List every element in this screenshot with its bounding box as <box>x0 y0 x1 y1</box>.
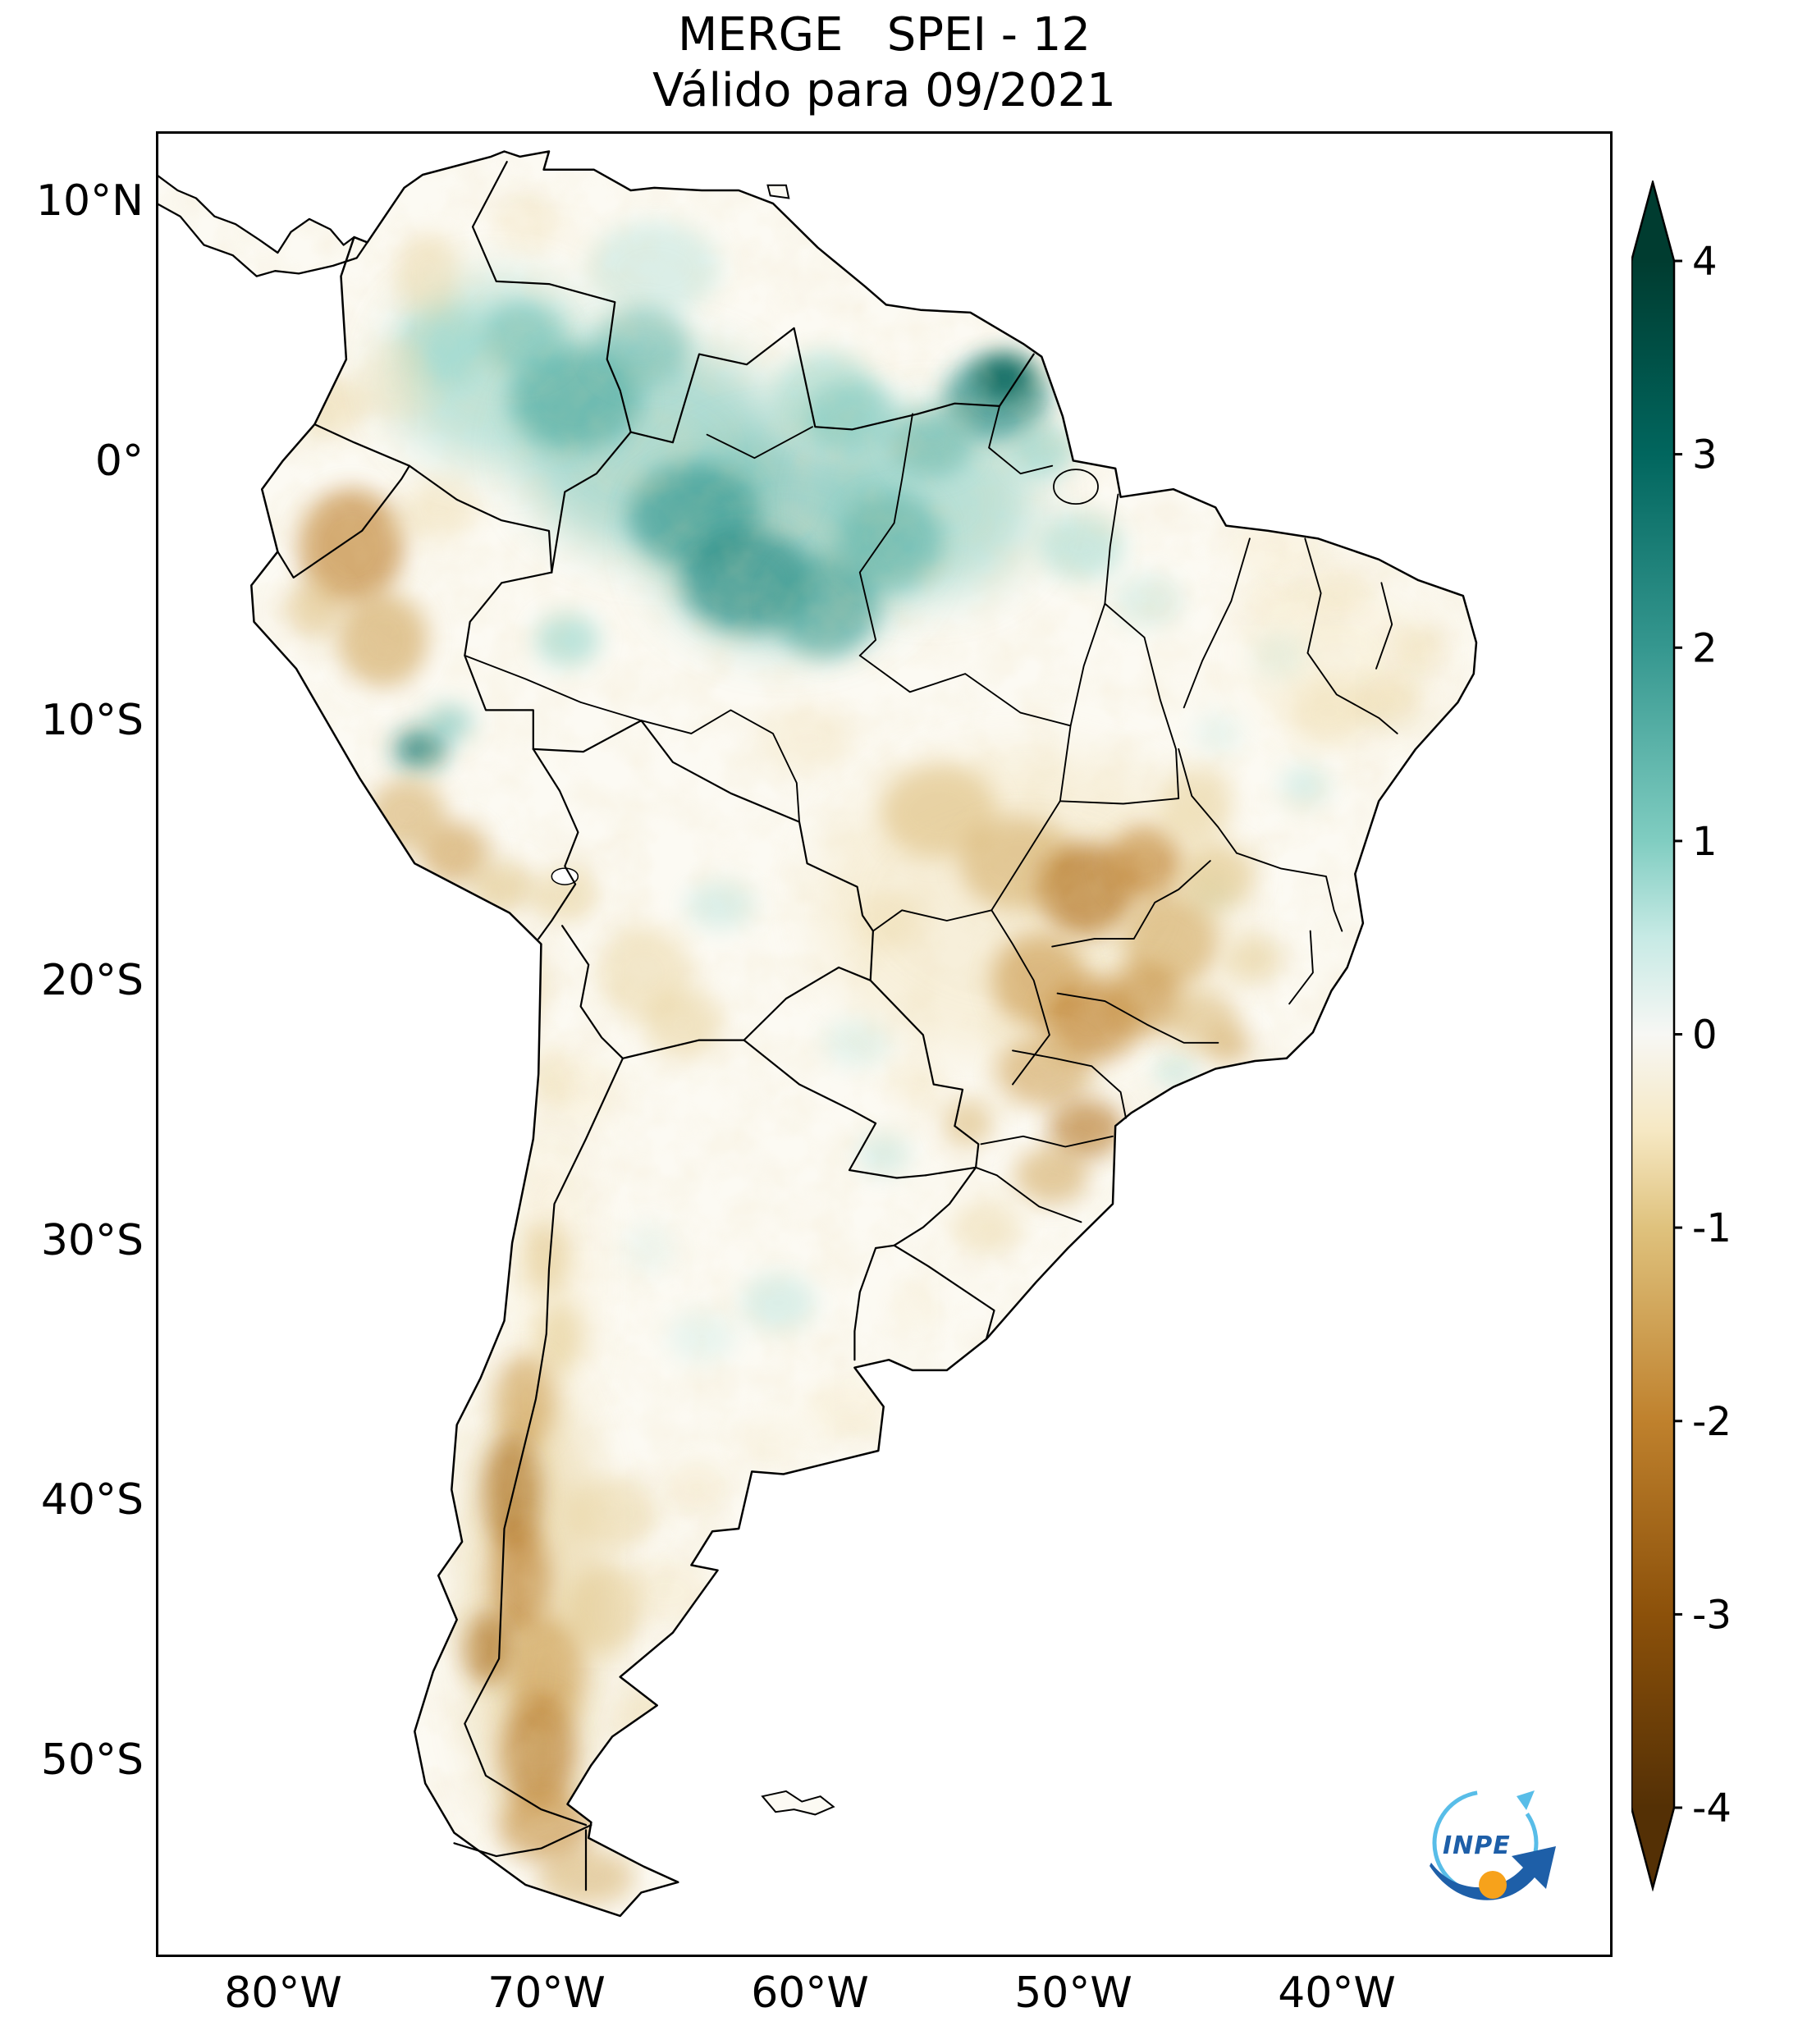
lon-tick-label: 70°W <box>487 1969 606 2018</box>
logo-arrow-icon <box>1430 1846 1556 1900</box>
lat-tick-label: 10°N <box>35 176 144 226</box>
colorbar-tick-label: 1 <box>1692 819 1718 865</box>
lon-tick-label: 40°W <box>1278 1969 1396 2018</box>
inpe-logo: INPE <box>1430 1790 1556 1900</box>
colorbar-tick-label: 4 <box>1692 239 1718 285</box>
inpe-logo-text: INPE <box>1443 1831 1511 1860</box>
lon-tick-label: 60°W <box>751 1969 869 2018</box>
lat-tick-label: 30°S <box>40 1215 144 1265</box>
south-america-map <box>158 134 1610 1955</box>
colorbar: 4 3 2 1 0 -1 -2 -3 -4 <box>1630 178 1798 1892</box>
colorbar-tick-label: -4 <box>1692 1786 1732 1831</box>
colorbar-tick-label: -3 <box>1692 1592 1732 1638</box>
lat-tick-label: 0° <box>94 436 144 486</box>
lat-tick-label: 50°S <box>40 1735 144 1786</box>
colorbar-tick-label: 0 <box>1692 1013 1718 1059</box>
logo-orange-ball-icon <box>1479 1871 1507 1899</box>
lon-tick-label: 80°W <box>224 1969 342 2018</box>
colorbar-tick-label: 2 <box>1692 625 1718 671</box>
lat-tick-label: 40°S <box>40 1475 144 1525</box>
figure-subtitle: Válido para 09/2021 <box>652 64 1116 117</box>
lat-tick-label: 10°S <box>40 696 144 746</box>
colorbar-tick-label: 3 <box>1692 432 1718 478</box>
logo-swirl-arrowhead-icon <box>1517 1790 1535 1810</box>
figure-title: MERGE SPEI - 12 <box>677 8 1091 62</box>
lat-tick-label: 20°S <box>40 956 144 1005</box>
lon-tick-label: 50°W <box>1014 1969 1132 2018</box>
colorbar-tick-label: -2 <box>1692 1399 1732 1445</box>
map-plot-frame <box>156 131 1613 1957</box>
colorbar-tick-label: -1 <box>1692 1205 1732 1251</box>
